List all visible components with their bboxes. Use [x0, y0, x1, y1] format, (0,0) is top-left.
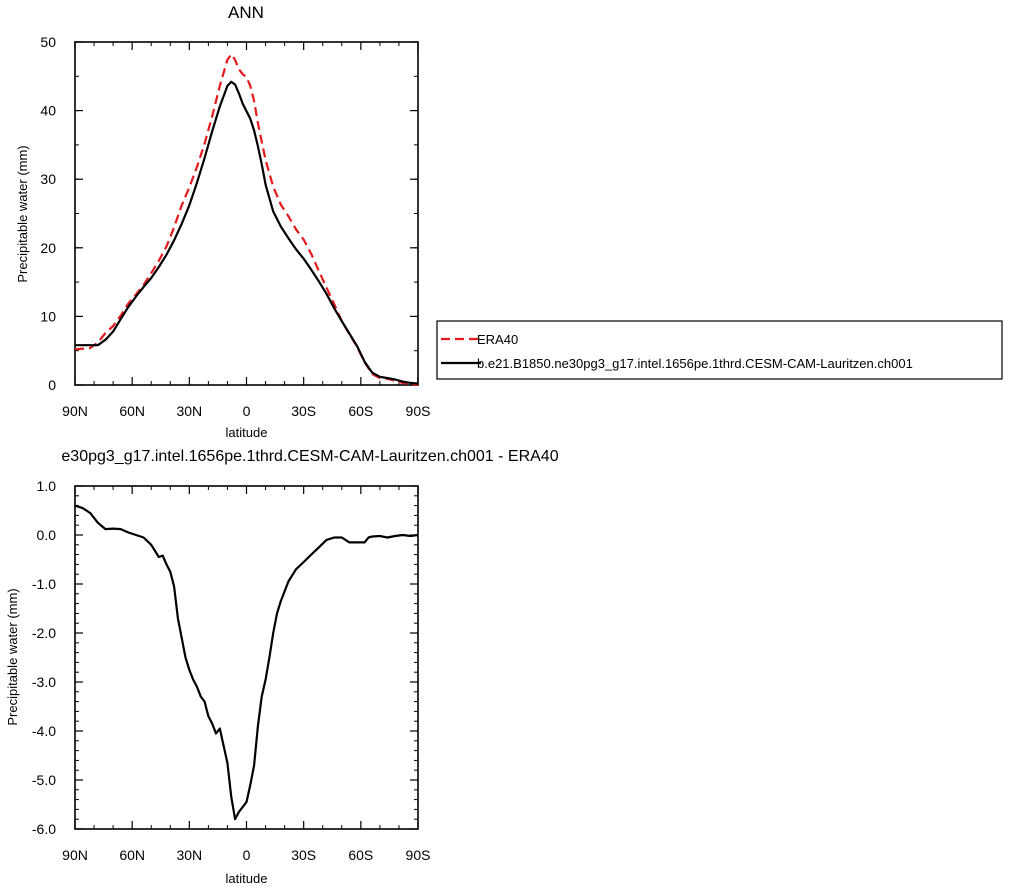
x-axis-label-1: latitude	[226, 425, 268, 440]
y-tick-label: 0	[48, 377, 56, 393]
y-tick-label: -3.0	[32, 674, 56, 690]
x-tick-label: 30S	[291, 847, 316, 863]
series-line-difference	[74, 504, 419, 821]
x-tick-label: 30N	[176, 847, 202, 863]
y-tick-label: -6.0	[32, 821, 56, 837]
x-tick-label: 0	[243, 847, 251, 863]
y-tick-label: 50	[40, 34, 56, 50]
plot-frame-2	[74, 485, 419, 830]
legend-label-1: ERA40	[477, 332, 518, 347]
y-tick-label: 1.0	[37, 478, 57, 494]
x-axis-label-2: latitude	[226, 871, 268, 886]
x-tick-label: 60N	[119, 403, 145, 419]
x-tick-label: 90S	[406, 403, 431, 419]
x-tick-label: 30S	[291, 403, 316, 419]
chart-title-1: ANN	[228, 3, 264, 22]
x-tick-label: 90S	[406, 847, 431, 863]
y-tick-label: 20	[40, 240, 56, 256]
legend-box	[436, 320, 1003, 380]
y-tick-label: 10	[40, 308, 56, 324]
x-tick-label: 60S	[348, 403, 373, 419]
x-tick-label: 60S	[348, 847, 373, 863]
series-line-era40	[74, 53, 419, 387]
chart-title-2: e30pg3_g17.intel.1656pe.1thrd.CESM-CAM-L…	[61, 448, 558, 465]
y-tick-label: 0.0	[37, 527, 57, 543]
x-tick-label: 90N	[62, 847, 88, 863]
y-tick-label: -5.0	[32, 772, 56, 788]
legend-label-2: b.e21.B1850.ne30pg3_g17.intel.1656pe.1th…	[477, 356, 913, 371]
y-tick-label: -2.0	[32, 625, 56, 641]
y-axis-label-2: Precipitable water (mm)	[5, 588, 20, 725]
series-line-b-e21-b1850-ne30pg3-g17-intel-	[75, 80, 419, 385]
y-tick-label: -1.0	[32, 576, 56, 592]
x-tick-label: 30N	[176, 403, 202, 419]
y-tick-label: 30	[40, 171, 56, 187]
y-axis-label-1: Precipitable water (mm)	[15, 145, 30, 282]
y-tick-label: 40	[40, 103, 56, 119]
plot-frame-1	[74, 41, 419, 386]
y-tick-label: -4.0	[32, 723, 56, 739]
x-tick-label: 60N	[119, 847, 145, 863]
x-tick-label: 90N	[62, 403, 88, 419]
x-tick-label: 0	[243, 403, 251, 419]
